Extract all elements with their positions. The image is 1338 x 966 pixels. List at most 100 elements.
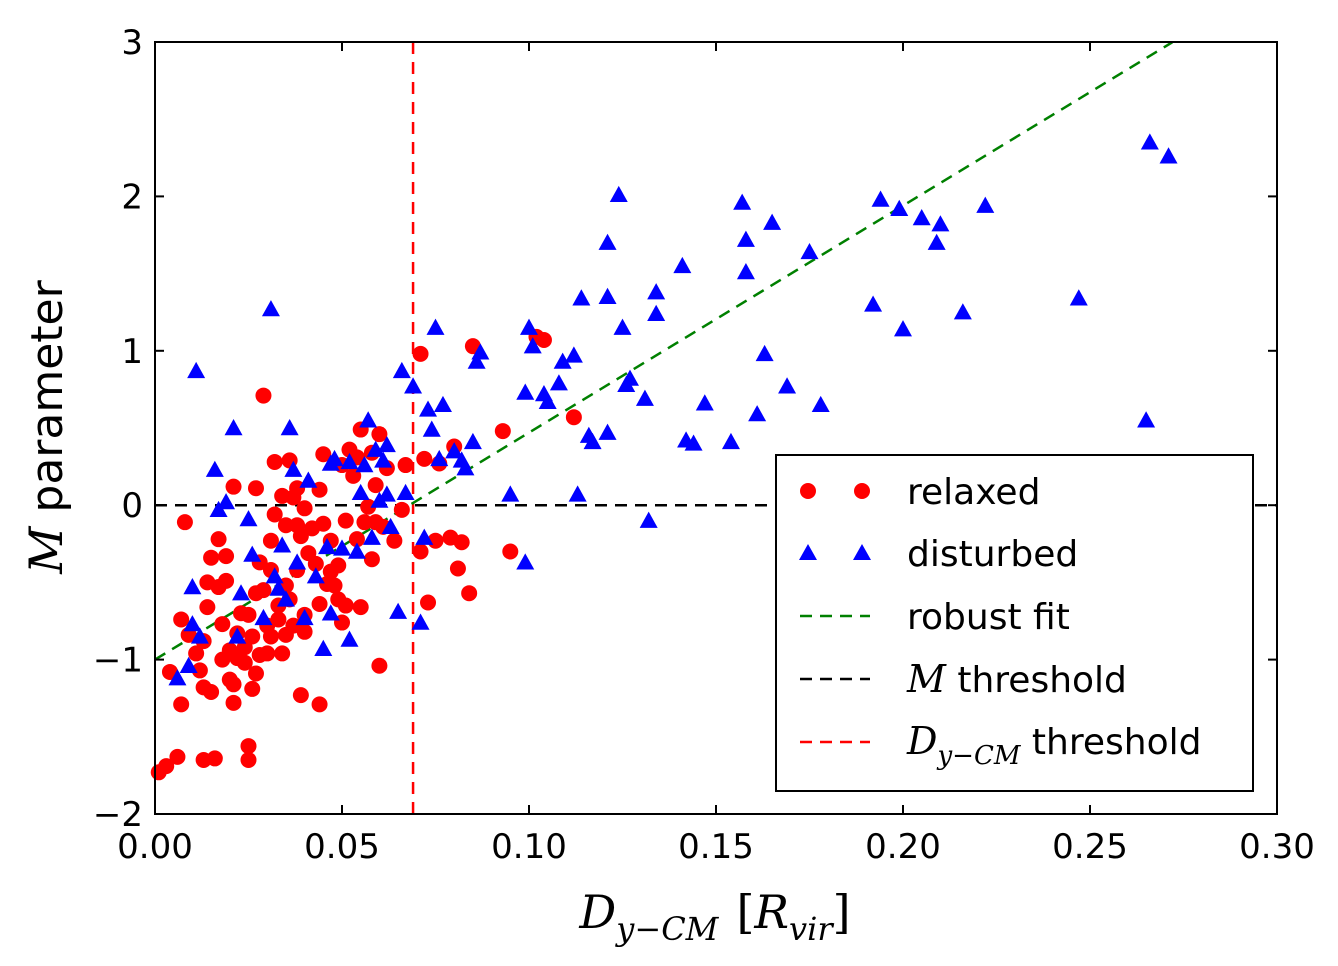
relaxed-point: [371, 657, 388, 674]
relaxed-point: [262, 532, 279, 549]
relaxed-point: [259, 645, 276, 662]
relaxed-point: [173, 611, 190, 628]
relaxed-point: [416, 450, 433, 467]
disturbed-point: [639, 511, 658, 528]
y-axis-label-symbol: M: [19, 525, 73, 575]
relaxed-point: [386, 532, 403, 549]
disturbed-point: [583, 432, 602, 450]
disturbed-point: [396, 483, 415, 501]
disturbed-point: [864, 295, 883, 312]
relaxed-point: [255, 582, 272, 599]
disturbed-point: [463, 432, 482, 450]
relaxed-point: [188, 645, 205, 662]
relaxed-point: [274, 645, 291, 662]
disturbed-point: [748, 405, 767, 422]
x-tick-label: 0.05: [304, 827, 380, 867]
relaxed-point: [214, 616, 231, 633]
disturbed-point: [340, 630, 359, 647]
relaxed-point: [461, 585, 478, 602]
relaxed-point: [393, 501, 410, 518]
relaxed-point: [535, 331, 552, 348]
relaxed-point: [240, 738, 257, 755]
relaxed-series: [150, 328, 582, 781]
relaxed-point: [210, 531, 227, 548]
disturbed-point: [183, 578, 202, 595]
disturbed-point: [520, 318, 538, 335]
relaxed-point: [173, 696, 190, 713]
relaxed-point: [412, 543, 429, 560]
y-tick-label: 1: [121, 332, 143, 372]
disturbed-point: [254, 608, 273, 626]
disturbed-point: [389, 602, 408, 619]
disturbed-point: [1159, 147, 1178, 164]
relaxed-point: [244, 628, 261, 645]
disturbed-point: [362, 528, 381, 545]
relaxed-point: [371, 426, 388, 443]
legend-m-threshold-text: threshold: [946, 660, 1127, 701]
disturbed-point: [392, 361, 411, 379]
legend-d-threshold-sub: y−CM: [936, 741, 1021, 771]
disturbed-point: [733, 193, 752, 210]
x-axis-label-main: D: [578, 885, 616, 939]
disturbed-point: [381, 517, 400, 535]
disturbed-point: [778, 377, 797, 394]
disturbed-point: [374, 451, 393, 468]
relaxed-point: [206, 750, 223, 767]
disturbed-point: [549, 374, 568, 391]
disturbed-point: [568, 485, 587, 502]
disturbed-point: [647, 283, 666, 300]
disturbed-point: [598, 423, 617, 440]
legend-disturbed-label: disturbed: [907, 534, 1078, 575]
relaxed-point: [307, 555, 324, 572]
x-axis-label: Dy−CM [Rvir]: [578, 885, 850, 948]
disturbed-point: [931, 215, 950, 232]
disturbed-point: [647, 304, 666, 321]
relaxed-point: [311, 596, 328, 613]
legend: relaxed disturbed robust fit M threshold…: [775, 454, 1254, 792]
relaxed-point: [277, 517, 294, 534]
x-axis-unit-sub: vir: [789, 910, 834, 948]
x-tick-label: 0.20: [865, 827, 941, 867]
legend-disturbed-marker-1: [799, 544, 817, 560]
legend-relaxed-label: relaxed: [907, 472, 1040, 513]
disturbed-point: [927, 233, 946, 250]
disturbed-point: [411, 613, 430, 630]
relaxed-point: [270, 611, 287, 628]
relaxed-point: [199, 599, 216, 616]
axis-ticks: 0.00 0.05 0.10 0.15 0.20 0.25 0.30 −2 −1 0 1 2 3: [93, 23, 1315, 867]
relaxed-point: [356, 514, 373, 531]
relaxed-point: [348, 531, 365, 548]
disturbed-point: [572, 289, 591, 306]
disturbed-point: [168, 669, 187, 686]
disturbed-point: [894, 320, 912, 337]
relaxed-point: [296, 500, 313, 517]
disturbed-point: [426, 318, 445, 335]
disturbed-point: [564, 346, 583, 363]
disturbed-point: [501, 485, 520, 502]
relaxed-point: [289, 480, 306, 497]
relaxed-point: [247, 480, 264, 497]
disturbed-point: [445, 442, 464, 459]
disturbed-point: [321, 604, 340, 621]
disturbed-point: [314, 639, 333, 656]
disturbed-point: [598, 287, 617, 304]
y-tick-label: 2: [121, 177, 143, 217]
disturbed-point: [415, 528, 434, 545]
disturbed-point: [217, 493, 236, 510]
x-axis-unit-main: R: [753, 885, 789, 939]
disturbed-point: [205, 460, 224, 477]
relaxed-point: [352, 599, 369, 616]
disturbed-point: [183, 615, 202, 632]
relaxed-point: [397, 457, 414, 474]
relaxed-point: [266, 453, 283, 470]
y-axis-label: M parameter: [19, 279, 73, 574]
disturbed-point: [359, 411, 378, 428]
disturbed-point: [276, 590, 295, 607]
relaxed-point: [367, 477, 384, 494]
relaxed-point: [218, 572, 235, 589]
disturbed-point: [351, 483, 370, 501]
relaxed-point: [494, 423, 511, 440]
disturbed-point: [1140, 133, 1159, 150]
disturbed-point: [471, 343, 490, 360]
relaxed-point: [502, 543, 519, 560]
